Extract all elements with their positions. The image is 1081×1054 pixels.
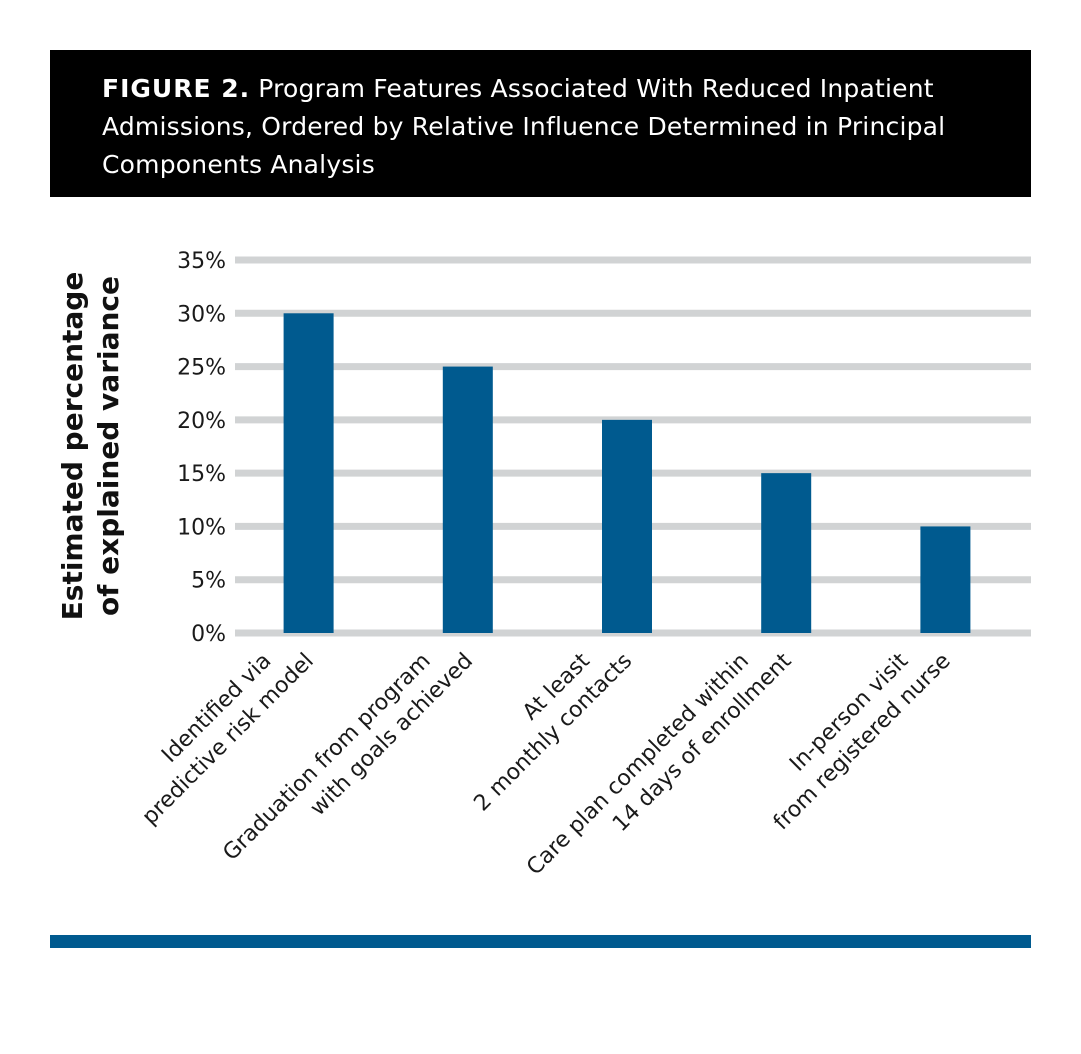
- figure-title: Program Features Associated With Reduced…: [102, 74, 946, 179]
- y-axis-title-line-2: of explained variance: [92, 276, 125, 616]
- x-category-label-5-line-2: from registered nurse: [769, 649, 956, 836]
- figure-title-box: FIGURE 2. Program Features Associated Wi…: [50, 50, 1031, 197]
- y-tick-label-30: 30%: [177, 302, 226, 327]
- y-tick-label-0: 0%: [191, 622, 226, 647]
- bar-3: [602, 419, 652, 633]
- bar-4: [761, 473, 812, 633]
- y-tick-label-5: 5%: [191, 569, 226, 594]
- y-tick-label-35: 35%: [177, 249, 226, 274]
- bar-1: [283, 313, 334, 633]
- figure-label: FIGURE 2.: [102, 74, 251, 103]
- y-tick-label-25: 25%: [177, 356, 226, 381]
- bar-5: [920, 526, 971, 633]
- y-axis-title: Estimated percentage of explained varianc…: [56, 272, 125, 621]
- bar-2: [442, 366, 493, 633]
- y-tick-label-20: 20%: [177, 409, 226, 434]
- y-tick-label-10: 10%: [177, 515, 226, 540]
- x-category-label-4-line-2: 14 days of enrollment: [608, 648, 797, 837]
- y-tick-label-15: 15%: [177, 462, 226, 487]
- bottom-accent-bar: [50, 935, 1031, 948]
- y-axis-title-line-1: Estimated percentage: [56, 272, 89, 621]
